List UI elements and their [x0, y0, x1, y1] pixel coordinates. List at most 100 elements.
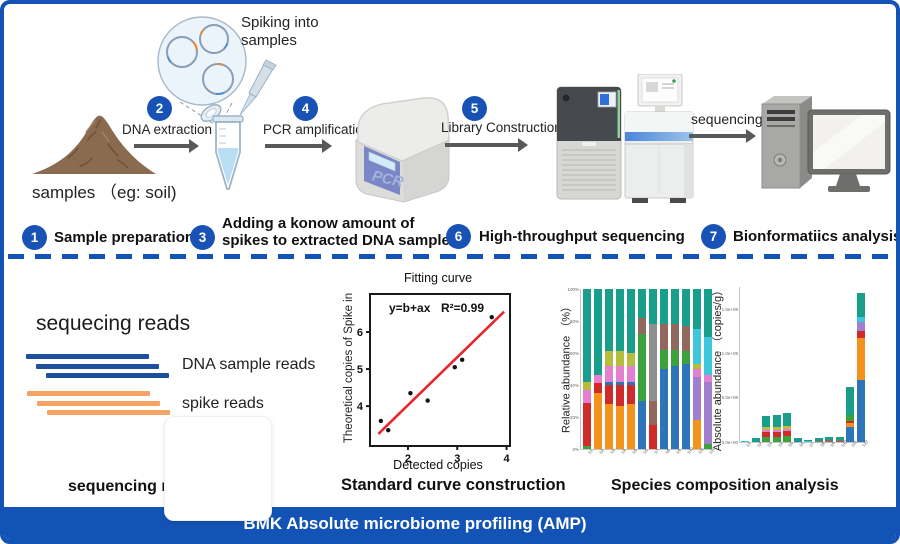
- step-3-label-line2: spikes to extracted DNA sample: [222, 232, 450, 249]
- bar-segment: [703, 289, 712, 337]
- step-6-badge: 6: [446, 224, 471, 249]
- bar-category-label: S6: [797, 440, 805, 448]
- bar-segment: [604, 351, 613, 366]
- data-point: [459, 357, 465, 363]
- step-5-label: Library Construction: [441, 120, 562, 135]
- bar-segment: [648, 401, 657, 425]
- bar-category-label: S8: [663, 447, 671, 455]
- bar-segment: [783, 412, 792, 427]
- bar-segment: [751, 437, 760, 442]
- plasmid-spike-illustration: [157, 16, 277, 125]
- bar-category-label: S1: [745, 440, 753, 448]
- step-2-badge: 2: [147, 96, 172, 121]
- bar-segment: [772, 429, 781, 433]
- bar-segment: [692, 420, 701, 449]
- step-4-label: PCR amplification: [263, 122, 371, 137]
- bar-segment: [604, 381, 613, 385]
- reads-panel-title: sequecing reads: [36, 312, 191, 335]
- bar-segment: [626, 353, 635, 366]
- tube-icon: [200, 104, 244, 190]
- samples-label: samples （eg: soil): [32, 183, 177, 202]
- bar-segment: [762, 429, 771, 433]
- standard-curve-caption: Standard curve construction: [341, 476, 566, 494]
- bar-segment: [783, 428, 792, 432]
- bar-segment: [593, 393, 602, 449]
- bar-segment: [772, 436, 781, 442]
- step-1-badge: 1: [22, 225, 47, 250]
- bar-segment: [681, 325, 690, 352]
- x-tick-label: 4: [503, 453, 510, 465]
- bar-segment: [593, 383, 602, 393]
- bar-segment: [681, 364, 690, 449]
- bar-segment: [670, 349, 679, 366]
- step-2-label: DNA extraction: [122, 122, 213, 137]
- bar-category-label: S3: [766, 440, 774, 448]
- bar-segment: [648, 289, 657, 325]
- spike-reads-label: spike reads: [182, 395, 264, 412]
- bar-segment: [615, 405, 624, 449]
- bar-category-label: S6: [641, 447, 649, 455]
- bar-y-tick-label: 0.0e+00: [721, 439, 738, 445]
- bar-y-tick-label: 40%: [569, 382, 579, 388]
- bar-segment: [846, 426, 855, 442]
- data-point: [425, 398, 430, 403]
- bar-segment: [615, 365, 624, 382]
- bar-segment: [856, 317, 865, 323]
- ghost-card: [164, 416, 272, 521]
- bar-segment: [762, 432, 771, 437]
- bar-segment: [762, 426, 771, 430]
- bar-segment: [626, 381, 635, 385]
- bar-segment: [692, 329, 701, 365]
- data-point: [378, 418, 384, 424]
- bar-category-label: S9: [674, 447, 682, 455]
- bar-y-tick-label: 0%: [572, 446, 579, 452]
- bar-segment: [670, 289, 679, 325]
- bar-category-label: S5: [787, 440, 795, 448]
- absolute-abundance-chart: S1 S2 S3 S4 S5 S6 S7 S8 S9 S10 S11 S12 0.0e+00 5.0e+0…: [722, 287, 869, 448]
- bar-segment: [762, 436, 771, 442]
- bar-y-tick-label: 80%: [569, 318, 579, 324]
- bar-segment: [762, 416, 771, 427]
- bar-y-tick-label: 1.0e+09: [721, 350, 738, 356]
- bar-segment: [593, 375, 602, 384]
- bar-segment: [804, 441, 813, 442]
- bar-segment: [582, 445, 591, 449]
- dna-read-line: [46, 373, 169, 378]
- bar-category-label: S7: [808, 440, 816, 448]
- bar-segment: [582, 402, 591, 446]
- bar-category-label: S9: [829, 440, 837, 448]
- bar-segment: [670, 365, 679, 449]
- bar-segment: [659, 369, 668, 449]
- bar-category-label: S2: [597, 447, 605, 455]
- bar-segment: [741, 440, 750, 442]
- bar-segment: [793, 440, 802, 442]
- banner: BMK Absolute microbiome profiling (AMP): [4, 507, 896, 540]
- bar-segment: [637, 333, 646, 401]
- pcr-machine-illustration: PCR: [355, 97, 450, 203]
- spike-read-line: [27, 391, 150, 396]
- bar-segment: [856, 322, 865, 332]
- bar-segment: [648, 324, 657, 401]
- bar-segment: [804, 440, 813, 442]
- bar-segment: [582, 381, 591, 390]
- sequencer-dark-illustration: [556, 86, 622, 200]
- species-composition-caption: Species composition analysis: [611, 477, 839, 494]
- bar-segment: [825, 437, 834, 441]
- pcr-screen-text: PCR: [370, 167, 405, 191]
- step-7-badge: 7: [701, 224, 726, 249]
- bar-segment: [692, 289, 701, 329]
- computer-illustration: [761, 96, 891, 192]
- sequencing-label: sequencing: [691, 111, 763, 127]
- bar-segment: [772, 414, 781, 427]
- step-3-label-line1: Adding a konow amount of: [222, 215, 415, 232]
- y-tick-label: 4: [357, 401, 364, 413]
- bar-segment: [615, 351, 624, 366]
- step-4-badge: 4: [293, 96, 318, 121]
- bar-segment: [626, 404, 635, 449]
- sequencer-light-illustration: [624, 74, 694, 203]
- data-point: [408, 390, 413, 396]
- section-divider: [8, 254, 892, 259]
- bar-segment: [659, 324, 668, 350]
- arrow-dna-extraction: [134, 139, 199, 152]
- arrow-sequencing: [689, 129, 756, 142]
